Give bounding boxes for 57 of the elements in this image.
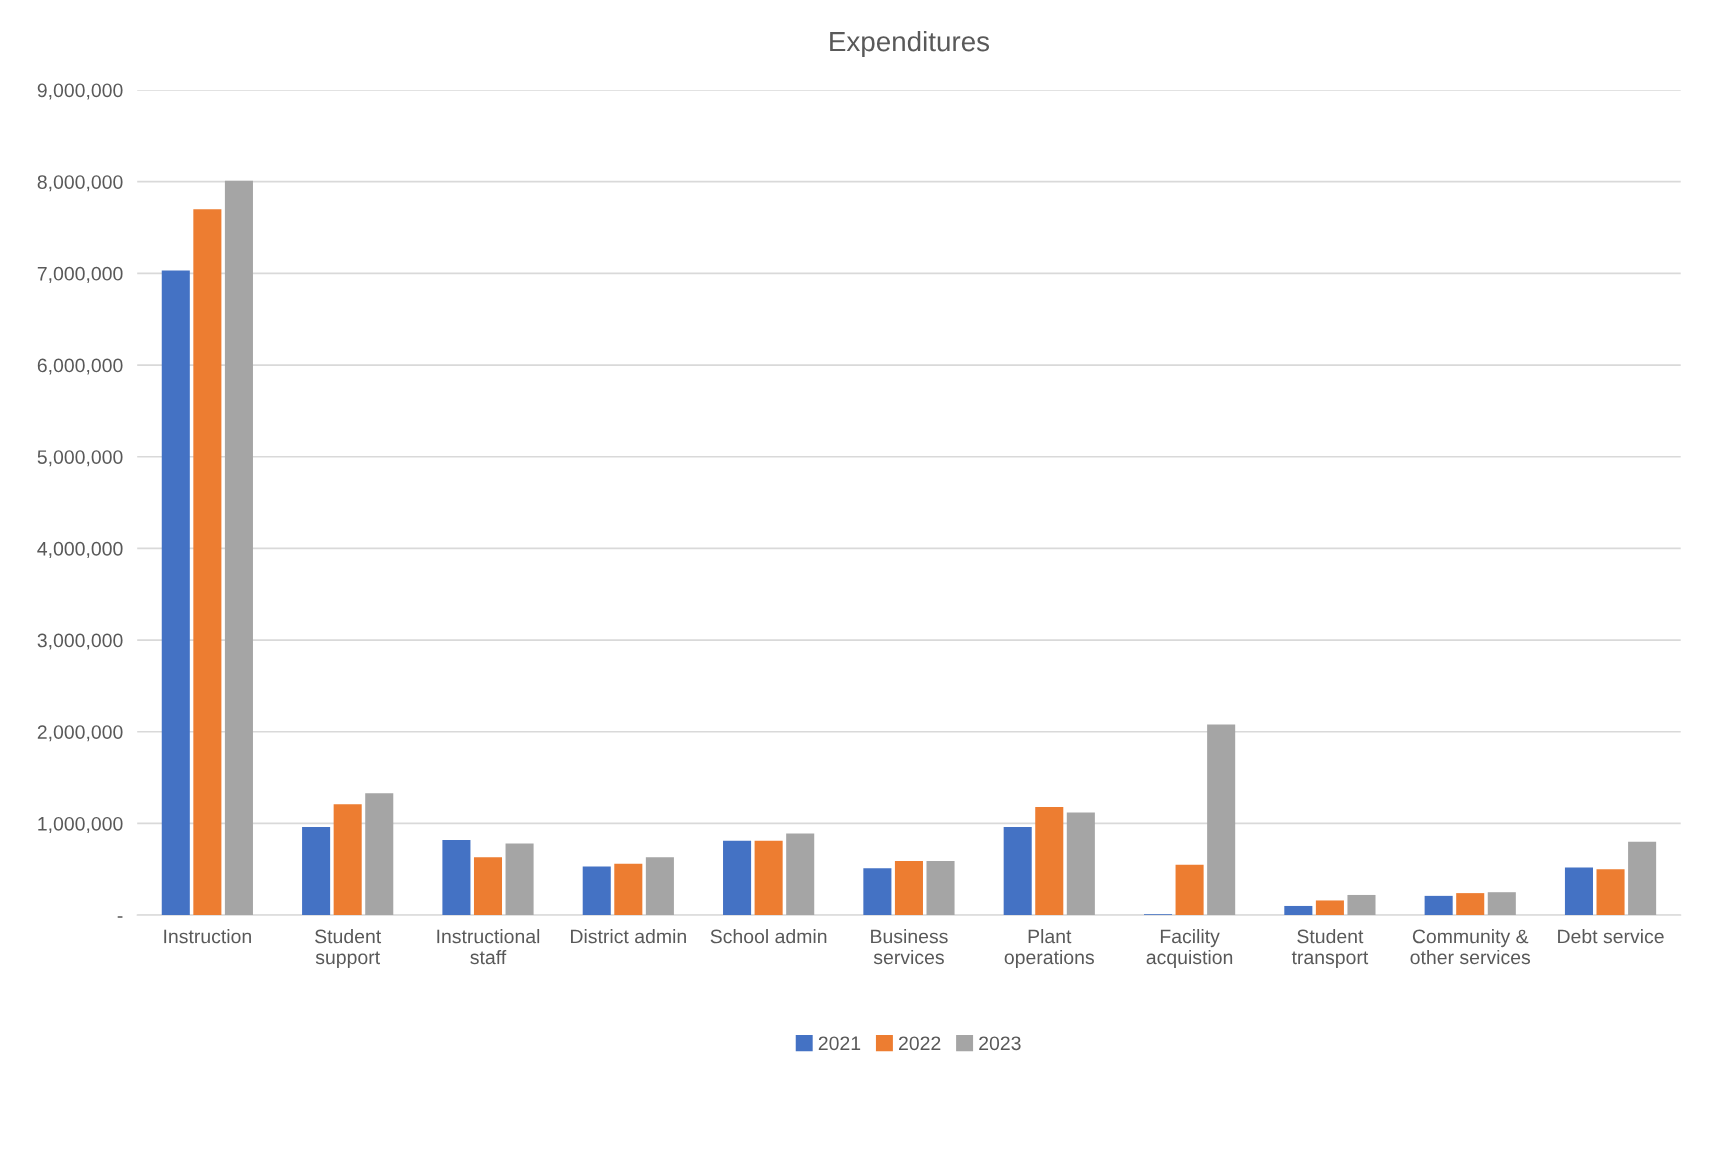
legend-label: 2022 <box>899 1036 941 1051</box>
x-tick-label: Instruction <box>164 929 251 944</box>
bar <box>302 827 331 916</box>
x-tick-label: Instructional staff <box>437 929 540 965</box>
y-tick-label: 2,000,000 <box>37 725 123 742</box>
bar <box>1284 905 1313 916</box>
x-tick-label: School admin <box>710 929 827 944</box>
bar <box>1456 893 1485 916</box>
y-tick-label: 7,000,000 <box>37 266 123 283</box>
bar <box>786 833 815 916</box>
bar <box>473 857 503 916</box>
bar <box>614 863 643 916</box>
bar <box>582 866 611 916</box>
x-tick-label: Student support <box>315 929 382 969</box>
bar <box>894 861 923 916</box>
bar <box>754 840 783 916</box>
bar <box>1175 864 1204 916</box>
bar <box>333 804 362 916</box>
y-tick-label: 8,000,000 <box>37 175 123 192</box>
bar <box>1628 841 1657 916</box>
bar <box>161 270 190 916</box>
bar <box>1564 867 1593 916</box>
bar <box>1487 892 1516 916</box>
y-tick-label: 3,000,000 <box>37 633 123 650</box>
x-tick-label: Business services <box>871 929 948 965</box>
bar <box>1596 869 1625 916</box>
bar <box>1347 894 1376 916</box>
bar <box>442 839 471 916</box>
legend-label: 2021 <box>818 1036 861 1051</box>
bar <box>645 857 674 916</box>
x-tick-label: Plant operations <box>1004 929 1094 969</box>
chart-title: Expenditures <box>830 30 990 57</box>
y-tick-label: 4,000,000 <box>37 541 123 558</box>
bar <box>1003 827 1032 916</box>
bar <box>1035 806 1064 916</box>
bar <box>926 861 955 916</box>
bar <box>193 209 222 916</box>
legend-label: 2023 <box>979 1036 1021 1051</box>
bar <box>1315 900 1344 916</box>
bar <box>723 840 752 916</box>
x-tick-label: Student transport <box>1291 929 1369 969</box>
bar <box>224 180 253 916</box>
x-tick-label: District admin <box>571 929 686 944</box>
bar <box>365 793 394 916</box>
y-tick-label: 1,000,000 <box>38 816 123 833</box>
bar <box>1207 724 1236 916</box>
x-tick-label: Facility acquistion <box>1146 929 1233 969</box>
bar <box>863 868 892 916</box>
y-tick-label: 5,000,000 <box>37 450 123 467</box>
bar <box>505 843 534 916</box>
x-tick-label: Community & other services <box>1410 929 1531 965</box>
bar <box>1424 895 1453 916</box>
y-tick-label: 6,000,000 <box>37 358 123 375</box>
y-tick-label: 9,000,000 <box>37 83 123 100</box>
bar <box>1066 812 1095 916</box>
x-tick-label: Debt service <box>1558 929 1664 944</box>
y-tick-label: - <box>117 916 123 918</box>
